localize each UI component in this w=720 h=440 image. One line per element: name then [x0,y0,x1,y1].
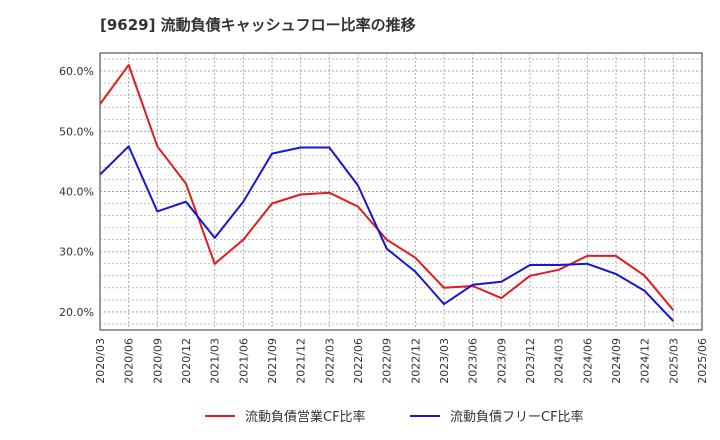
x-tick-label: 2021/06 [237,338,250,384]
x-tick-label: 2020/09 [151,338,164,384]
y-tick-label: 40.0% [59,186,94,199]
grid-lines [100,53,702,330]
x-tick-label: 2021/12 [295,338,308,384]
x-tick-label: 2020/03 [94,338,107,384]
x-tick-label: 2024/03 [553,338,566,384]
x-axis: 2020/03 2020/06 2020/09 2020/12 2021/03 2021/… [94,338,709,384]
x-tick-label: 2020/06 [123,338,136,384]
legend[interactable]: 流動負債営業CF比率 流動負債フリーCF比率 [205,409,584,425]
y-tick-label: 30.0% [59,246,94,259]
x-tick-label: 2021/09 [266,338,279,384]
x-tick-label: 2021/03 [209,338,222,384]
x-tick-label: 2024/06 [581,338,594,384]
x-tick-label: 2023/09 [495,338,508,384]
y-tick-label: 60.0% [59,65,94,78]
chart-title: [9629] 流動負債キャッシュフロー比率の推移 [100,16,416,34]
legend-label-2: 流動負債フリーCF比率 [450,409,584,425]
y-axis: 20.0% 30.0% 40.0% 50.0% 60.0% [59,65,94,319]
series-line-2 [99,145,675,322]
x-tick-label: 2023/12 [524,338,537,384]
x-tick-label: 2020/12 [180,338,193,384]
x-tick-label: 2024/09 [610,338,623,384]
x-tick-label: 2023/06 [467,338,480,384]
x-tick-label: 2023/03 [438,338,451,384]
series-line-1 [99,64,675,311]
x-tick-label: 2025/06 [696,338,709,384]
x-tick-label: 2025/03 [667,338,680,384]
series-lines [99,64,675,322]
x-tick-label: 2022/03 [323,338,336,384]
y-tick-label: 50.0% [59,125,94,138]
legend-label-1: 流動負債営業CF比率 [245,409,366,425]
x-tick-label: 2022/12 [409,338,422,384]
y-tick-label: 20.0% [59,306,94,319]
x-tick-label: 2024/12 [639,338,652,384]
x-tick-label: 2022/06 [352,338,365,384]
x-tick-label: 2022/09 [381,338,394,384]
